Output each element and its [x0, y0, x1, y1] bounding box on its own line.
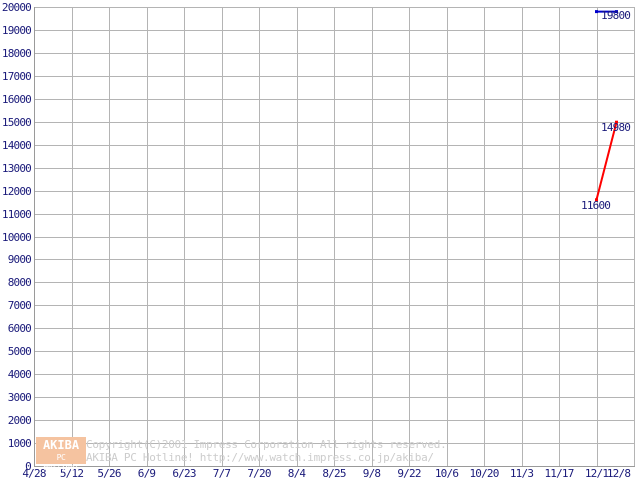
gridline-vertical — [596, 7, 598, 466]
x-axis-tick-label: 5/26 — [97, 467, 121, 480]
y-axis-tick-label: 18000 — [1, 46, 32, 60]
y-axis-tick-label: 11000 — [1, 207, 32, 221]
y-axis-tick-label: 6000 — [7, 322, 32, 336]
y-axis-tick-label: 0 — [25, 460, 32, 473]
x-axis-tick-label: 4/28 — [22, 467, 46, 480]
akiba-logo-subtitle: PC Hotline! — [43, 453, 79, 472]
gridline-vertical — [484, 7, 485, 466]
gridline-vertical — [409, 7, 410, 466]
x-axis-line — [34, 466, 635, 467]
y-axis-tick-label: 1000 — [7, 437, 32, 451]
y-axis-tick-label: 4000 — [7, 368, 32, 382]
data-point-value-label: 14980 — [601, 121, 631, 134]
copyright-line: Copyright(C)2001 Impress Corporation All… — [86, 438, 447, 451]
y-axis-tick-label: 8000 — [7, 276, 32, 290]
y-axis-tick-label: 5000 — [7, 345, 32, 359]
x-axis-tick-label: 11/3 — [509, 467, 534, 480]
gridline-vertical — [334, 7, 335, 466]
x-axis-tick-label: 10/6 — [434, 467, 459, 480]
y-axis-tick-label: 20000 — [1, 1, 32, 14]
data-point-value-label: 19800 — [601, 9, 631, 22]
site-url-line: AKIBA PC Hotline! http://www.watch.impre… — [86, 451, 434, 464]
akiba-logo: AKIBA PC Hotline! — [36, 437, 86, 472]
gridline-vertical — [184, 7, 185, 466]
y-axis-tick-label: 13000 — [1, 161, 32, 175]
y-axis-tick-label: 17000 — [1, 69, 32, 83]
gridline-vertical — [521, 7, 523, 466]
y-axis-tick-label: 2000 — [7, 414, 32, 428]
x-axis-tick-label: 8/25 — [322, 467, 346, 480]
gridline-vertical — [259, 7, 260, 466]
data-point-value-label: 11600 — [581, 199, 611, 212]
x-axis-tick-label: 12/8 — [606, 467, 631, 480]
gridline-vertical — [71, 7, 73, 466]
gridline-vertical — [559, 7, 560, 466]
x-axis-tick-label: 11/17 — [544, 467, 574, 480]
akiba-logo-title: AKIBA — [42, 438, 80, 452]
y-axis-line — [34, 7, 35, 467]
gridline-vertical — [371, 7, 373, 466]
y-axis-tick-label: 3000 — [7, 391, 32, 405]
x-axis-tick-label: 6/9 — [137, 467, 156, 480]
gridline-vertical — [296, 7, 298, 466]
x-axis-tick-label: 6/23 — [172, 467, 196, 480]
y-axis-tick-label: 12000 — [1, 184, 32, 198]
y-axis-tick-label: 14000 — [1, 138, 32, 152]
x-axis-tick-label: 9/8 — [362, 467, 381, 480]
gridline-vertical — [109, 7, 110, 466]
y-axis-tick-label: 9000 — [7, 253, 32, 267]
x-axis-tick-label: 7/20 — [247, 467, 271, 480]
y-axis-tick-label: 7000 — [7, 299, 32, 313]
x-axis-tick-label: 9/22 — [397, 467, 421, 480]
y-axis-tick-label: 10000 — [1, 230, 32, 244]
gridline-vertical — [634, 7, 635, 466]
x-axis-tick-label: 8/4 — [287, 467, 306, 480]
y-axis-tick-label: 15000 — [1, 115, 32, 129]
watermark-footer: AKIBA PC Hotline! Copyright(C)2001 Impre… — [36, 437, 636, 472]
gridline-vertical — [146, 7, 148, 466]
y-axis-tick-label: 16000 — [1, 92, 32, 106]
y-axis-tick-label: 19000 — [1, 23, 32, 37]
plot-area — [34, 7, 635, 467]
x-axis-tick-label: 10/20 — [469, 467, 499, 480]
gridline-vertical — [221, 7, 223, 466]
x-axis-tick-label: 12/1 — [584, 467, 609, 480]
gridline-vertical — [446, 7, 448, 466]
x-axis-tick-label: 7/7 — [212, 467, 231, 480]
x-axis-tick-label: 5/12 — [59, 467, 84, 480]
